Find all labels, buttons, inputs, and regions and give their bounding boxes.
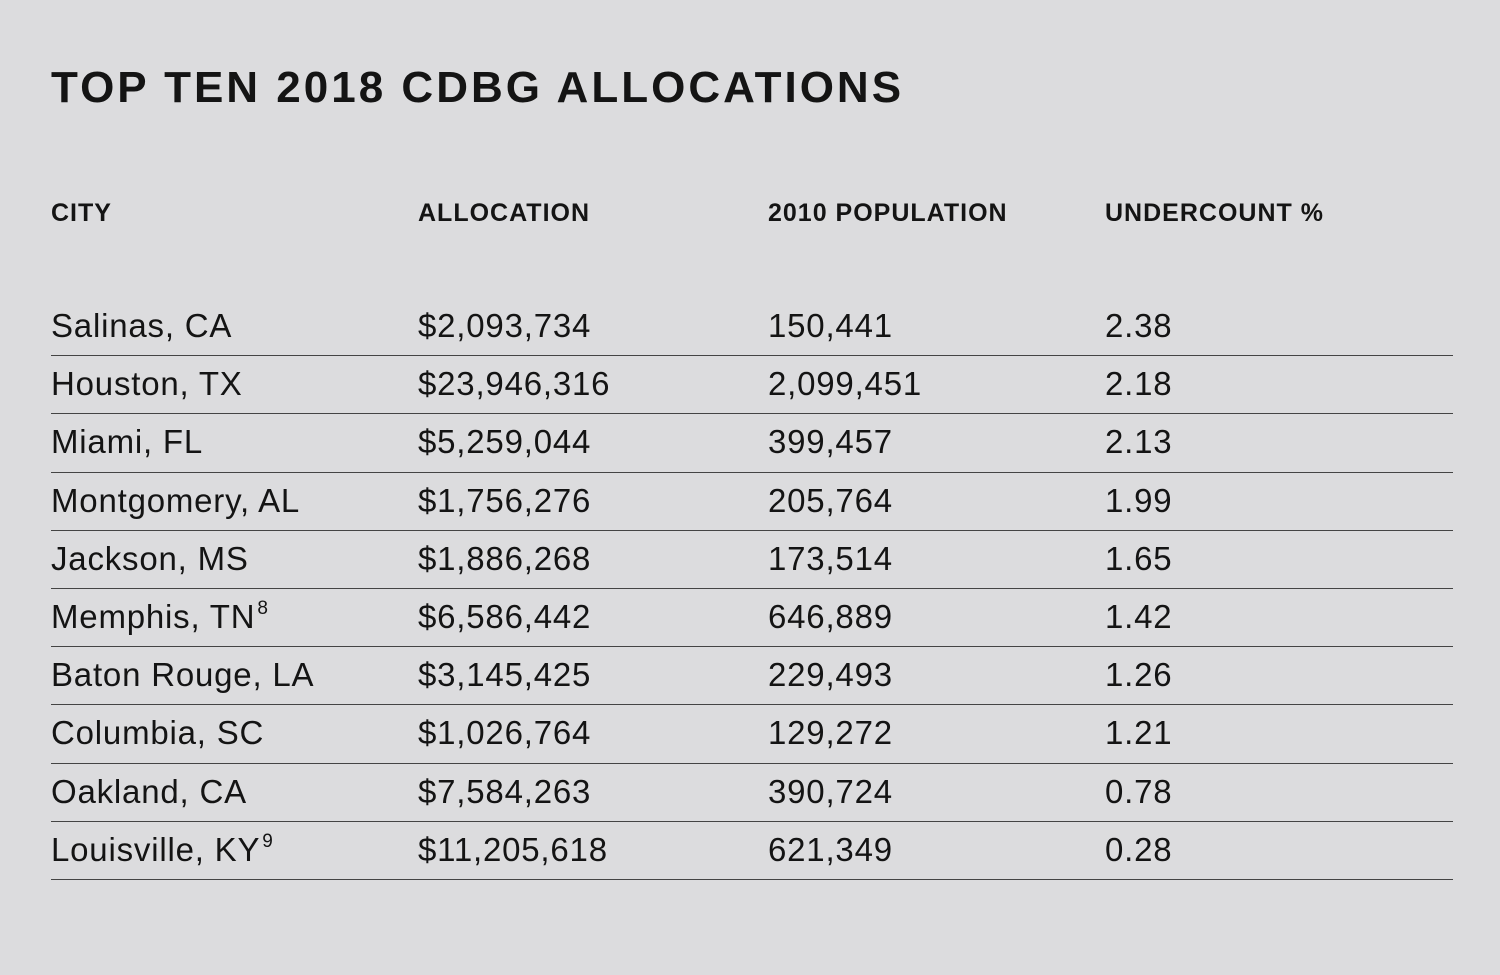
table-row: Memphis, TN 8 $6,586,442 646,889 1.42 [51, 589, 1453, 648]
allocation-cell: $3,145,425 [418, 656, 592, 694]
table-title: TOP TEN 2018 CDBG ALLOCATIONS [51, 63, 905, 112]
population-cell: 646,889 [768, 597, 893, 635]
undercount-cell: 1.99 [1105, 481, 1173, 519]
header-undercount: UNDERCOUNT % [1105, 199, 1324, 227]
city-cell: Montgomery, AL [51, 481, 302, 521]
allocation-cell: $1,756,276 [418, 481, 592, 519]
table-row: Louisville, KY 9 $11,205,618 621,349 0.28 [51, 822, 1453, 880]
allocation-cell: $1,886,268 [418, 539, 592, 577]
table-body: Salinas, CA $2,093,734 150,441 2.38 Hous… [51, 298, 1453, 880]
table-row: Columbia, SC $1,026,764 129,272 1.21 [51, 705, 1453, 764]
table-row: Salinas, CA $2,093,734 150,441 2.38 [51, 298, 1453, 357]
allocation-cell: $6,586,442 [418, 597, 592, 635]
city-cell: Houston, TX [51, 364, 245, 404]
allocation-cell: $11,205,618 [418, 830, 608, 868]
city-cell: Miami, FL [51, 422, 205, 462]
undercount-cell: 2.13 [1105, 423, 1173, 461]
table-row: Miami, FL $5,259,044 399,457 2.13 [51, 414, 1453, 473]
city-name: Columbia, SC [51, 714, 265, 752]
city-name: Oakland, CA [51, 772, 247, 810]
population-cell: 390,724 [768, 772, 893, 810]
undercount-cell: 1.65 [1105, 539, 1173, 577]
table-row: Houston, TX $23,946,316 2,099,451 2.18 [51, 356, 1453, 415]
table-row: Baton Rouge, LA $3,145,425 229,493 1.26 [51, 647, 1453, 706]
population-cell: 129,272 [768, 714, 893, 752]
population-cell: 205,764 [768, 481, 893, 519]
population-cell: 173,514 [768, 539, 893, 577]
allocation-cell: $1,026,764 [418, 714, 592, 752]
header-city: CITY [51, 199, 112, 227]
city-name: Salinas, CA [51, 307, 233, 344]
footnote-marker: 9 [262, 830, 274, 852]
city-cell: Columbia, SC [51, 713, 266, 753]
population-cell: 2,099,451 [768, 365, 923, 403]
city-name: Montgomery, AL [51, 481, 301, 519]
undercount-cell: 1.21 [1105, 714, 1173, 752]
allocation-cell: $2,093,734 [418, 307, 592, 344]
table-row: Oakland, CA $7,584,263 390,724 0.78 [51, 764, 1453, 822]
undercount-cell: 2.18 [1105, 365, 1173, 403]
population-cell: 229,493 [768, 656, 893, 694]
undercount-cell: 1.42 [1105, 597, 1173, 635]
undercount-cell: 0.78 [1105, 772, 1173, 810]
city-cell: Louisville, KY 9 [51, 830, 274, 870]
allocation-cell: $5,259,044 [418, 423, 592, 461]
footnote-marker: 8 [257, 597, 269, 619]
city-name: Miami, FL [51, 423, 204, 461]
city-cell: Jackson, MS [51, 539, 251, 579]
undercount-cell: 0.28 [1105, 830, 1173, 868]
city-name: Louisville, KY [51, 830, 261, 868]
header-allocation: ALLOCATION [418, 199, 591, 227]
city-cell: Salinas, CA [51, 306, 234, 346]
undercount-cell: 1.26 [1105, 656, 1173, 694]
city-cell: Oakland, CA [51, 772, 249, 812]
allocation-cell: $7,584,263 [418, 772, 592, 810]
allocation-cell: $23,946,316 [418, 365, 611, 403]
city-name: Memphis, TN [51, 597, 256, 635]
header-population: 2010 POPULATION [768, 199, 1008, 227]
population-cell: 150,441 [768, 307, 893, 344]
population-cell: 621,349 [768, 830, 893, 868]
population-cell: 399,457 [768, 423, 893, 461]
table-header: CITY ALLOCATION 2010 POPULATION UNDERCOU… [51, 196, 1453, 230]
table-row: Jackson, MS $1,886,268 173,514 1.65 [51, 531, 1453, 589]
city-name: Baton Rouge, LA [51, 656, 315, 694]
table-row: Montgomery, AL $1,756,276 205,764 1.99 [51, 473, 1453, 531]
undercount-cell: 2.38 [1105, 307, 1173, 344]
city-name: Houston, TX [51, 365, 243, 403]
city-cell: Baton Rouge, LA [51, 655, 316, 695]
city-name: Jackson, MS [51, 539, 249, 577]
city-cell: Memphis, TN 8 [51, 597, 269, 637]
